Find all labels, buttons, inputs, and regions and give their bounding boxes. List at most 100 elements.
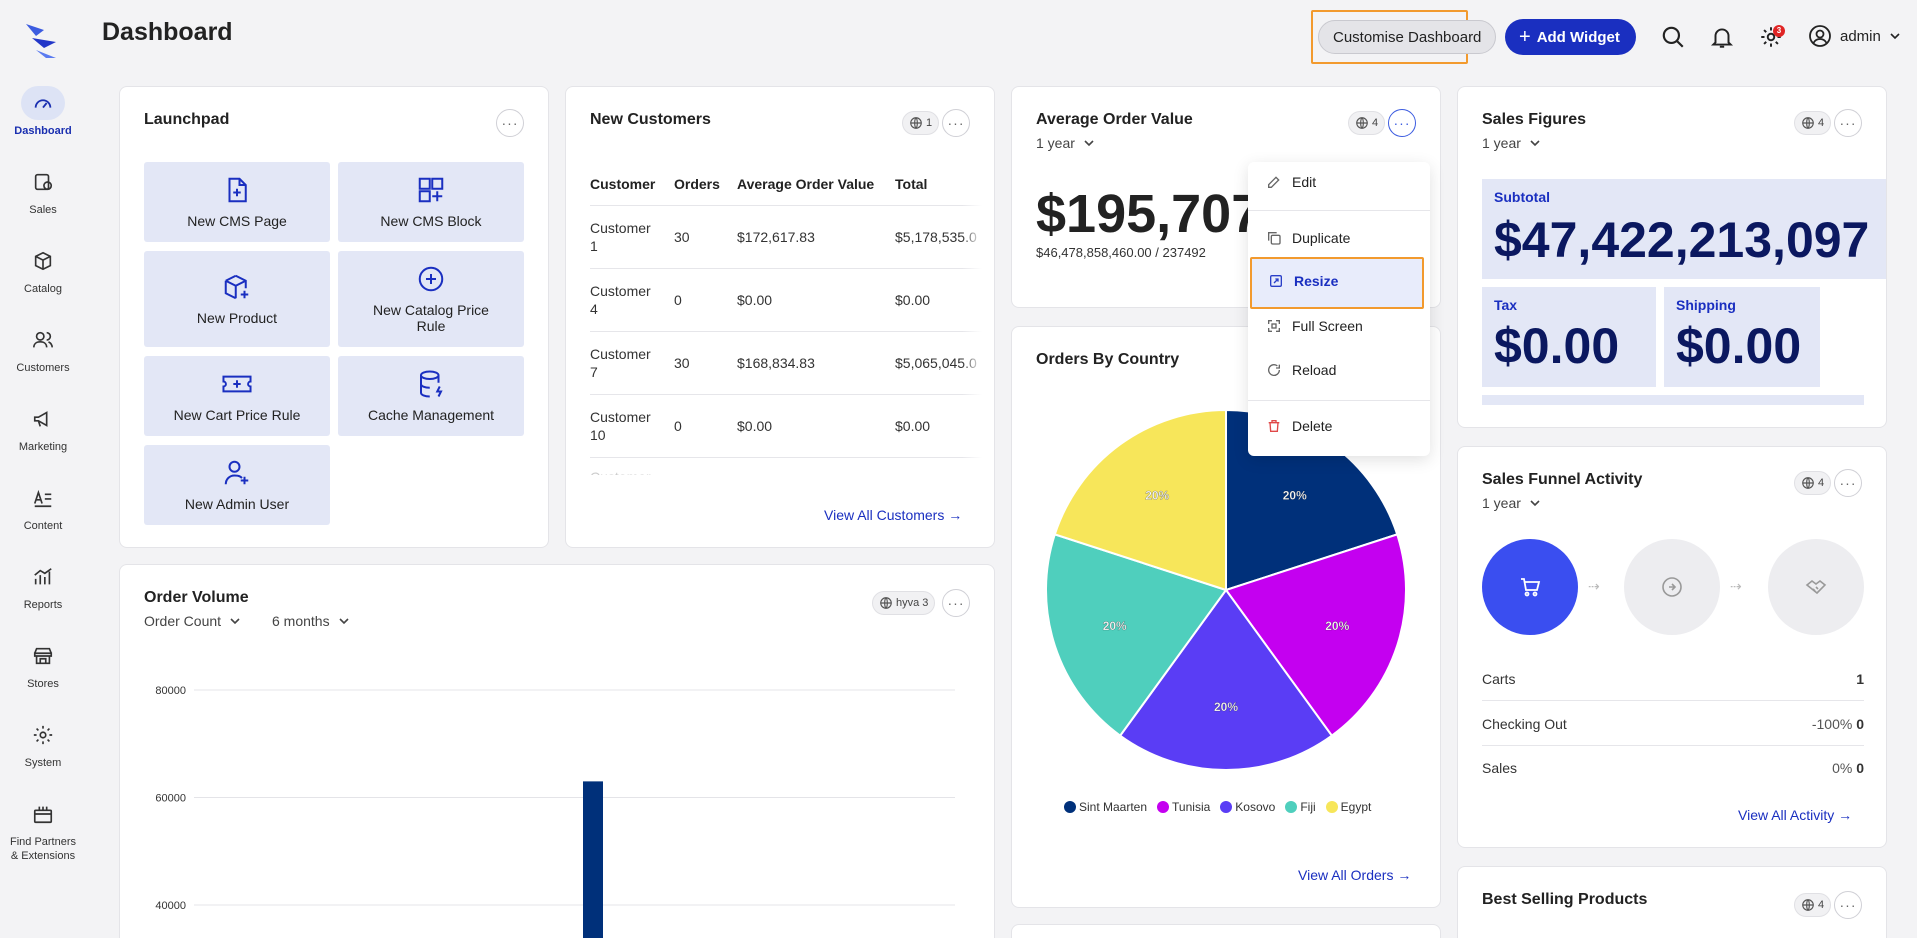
add-widget-label: Add Widget [1536,28,1620,46]
legend-swatch [1325,801,1338,813]
menu-label: Resize [1294,273,1339,289]
cell-orders: 0 [674,393,737,457]
brand-logo[interactable] [22,20,64,62]
scope-count: 4 [1818,117,1825,129]
period-dropdown[interactable]: 1 year [1036,135,1095,151]
more-options-button[interactable]: ··· [942,109,970,137]
bell-icon[interactable] [1709,24,1735,50]
more-options-button[interactable]: ··· [1834,109,1862,137]
table-row[interactable]: Customer [590,456,982,475]
more-options-button[interactable]: ··· [1834,891,1862,919]
table-row[interactable]: Customer 1 30 $172,617.83 $5,178,535.0 [590,204,982,268]
view-all-orders-link[interactable]: View All Orders → [1298,867,1412,883]
tile-new-cart-price-rule[interactable]: New Cart Price Rule [144,356,330,436]
cell-aov: $168,834.83 [737,330,895,394]
legend-item[interactable]: Fiji [1285,800,1316,814]
metric-label: Order Count [144,613,222,629]
cell-customer: Customer 1 [590,204,674,268]
subtotal-panel: Subtotal $47,422,213,097 [1482,179,1886,279]
column-header: Orders [674,175,720,192]
menu-item-resize[interactable]: Resize [1250,257,1424,309]
scope-count: 1 [926,117,933,129]
user-menu[interactable]: admin [1808,24,1901,48]
nav-reports[interactable]: Reports [0,560,86,612]
tile-new-catalog-price-rule[interactable]: New Catalog Price Rule [338,251,524,347]
settings-gear-icon[interactable] [1758,24,1784,50]
period-dropdown[interactable]: 6 months [272,613,350,629]
menu-item-reload[interactable]: Reload [1266,362,1336,378]
scope-pill[interactable]: hyva 3 [872,591,936,615]
tile-new-product[interactable]: New Product [144,251,330,347]
legend-item[interactable]: Tunisia [1157,800,1210,814]
nav-partners[interactable]: Find Partners & Extensions [0,797,86,863]
more-options-button[interactable]: ··· [1388,109,1416,137]
scope-pill[interactable]: 4 [1794,893,1832,917]
subtotal-label: Subtotal [1494,189,1550,205]
nav-sales[interactable]: Sales [0,165,86,217]
card-title: Order Volume [144,589,249,606]
more-options-button[interactable]: ··· [942,589,970,617]
bar[interactable] [583,781,603,938]
nav-system[interactable]: System [0,718,86,770]
tax-panel: Tax $0.00 [1482,287,1656,387]
pie-data-label: 20% [1325,619,1349,633]
order-volume-bar-chart: 80000 60000 40000 [155,685,955,938]
tile-label: Cache Management [367,407,495,423]
pie-slice-fiji[interactable] [1045,533,1228,738]
scope-pill[interactable]: 1 [902,111,940,135]
view-all-customers-link[interactable]: View All Customers → [824,507,963,523]
sales-figures-card: Sales Figures 1 year 4 ··· Subtotal $47,… [1457,86,1887,428]
scope-pill[interactable]: 4 [1794,111,1832,135]
funnel-stage-sales[interactable] [1768,539,1864,635]
legend-item[interactable]: Sint Maarten [1064,800,1147,814]
more-options-button[interactable]: ··· [1834,469,1862,497]
table-row[interactable]: Customer 4 0 $0.00 $0.00 [590,267,982,331]
nav-catalog[interactable]: Catalog [0,244,86,296]
tile-label: New Product [196,310,278,326]
pie-slice-egypt[interactable] [1053,408,1227,592]
pie-data-label: 20% [1103,619,1127,633]
table-row[interactable]: Customer 10 0 $0.00 $0.00 [590,393,982,457]
nav-stores[interactable]: Stores [0,639,86,691]
nav-customers[interactable]: Customers [0,323,86,375]
globe-icon [1356,117,1368,129]
legend-swatch [1220,801,1233,813]
metric-dropdown[interactable]: Order Count [144,613,241,629]
pie-slice-tunisia[interactable] [1224,533,1407,738]
menu-item-delete[interactable]: Delete [1266,418,1332,434]
nav-dashboard[interactable]: Dashboard [0,86,86,138]
pie-slice-kosovo[interactable] [1118,588,1334,771]
legend-label: Egypt [1340,800,1372,814]
gauge-icon [21,86,65,120]
add-widget-button[interactable]: + Add Widget [1505,19,1636,55]
legend-item[interactable]: Kosovo [1220,800,1275,814]
nav-label: Catalog [24,283,62,295]
scope-pill[interactable]: 4 [1794,471,1832,495]
search-icon[interactable] [1660,24,1686,50]
row-pct: 0% [1832,760,1853,776]
table-row[interactable]: Customer 7 30 $168,834.83 $5,065,045.0 [590,330,982,394]
tile-cache-management[interactable]: Cache Management [338,356,524,436]
legend-item[interactable]: Egypt [1325,800,1372,814]
scope-pill[interactable]: 4 [1348,111,1386,135]
tile-new-cms-block[interactable]: New CMS Block [338,162,524,242]
funnel-stage-checkout[interactable] [1624,539,1720,635]
tile-new-admin-user[interactable]: New Admin User [144,445,330,525]
menu-item-duplicate[interactable]: Duplicate [1266,230,1350,246]
menu-item-edit[interactable]: Edit [1266,174,1316,190]
period-dropdown[interactable]: 1 year [1482,495,1541,511]
customise-dashboard-button[interactable]: Customise Dashboard [1318,20,1497,54]
scope-label: hyva 3 [896,597,929,609]
period-dropdown[interactable]: 1 year [1482,135,1541,151]
nav-content[interactable]: Content [0,481,86,533]
more-options-button[interactable]: ··· [496,109,524,137]
sidebar: Dashboard Sales Catalog Customers Market… [0,0,86,938]
view-all-activity-link[interactable]: View All Activity → [1738,807,1853,823]
menu-item-full-screen[interactable]: Full Screen [1266,318,1363,334]
tile-new-cms-page[interactable]: New CMS Page [144,162,330,242]
menu-label: Delete [1292,418,1333,434]
chevron-down-icon [1530,500,1540,507]
funnel-stage-carts[interactable] [1482,539,1578,635]
nav-marketing[interactable]: Marketing [0,402,86,454]
scope-count: 4 [1818,899,1825,911]
